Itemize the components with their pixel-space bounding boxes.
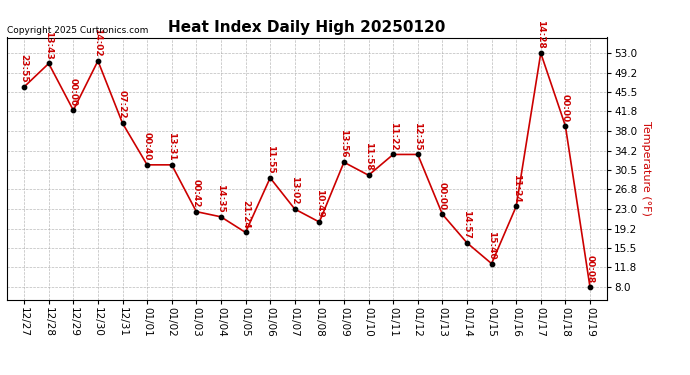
Text: 14:28: 14:28 <box>536 20 545 49</box>
Point <box>141 162 152 168</box>
Text: 00:00: 00:00 <box>561 94 570 122</box>
Point <box>412 152 423 157</box>
Point <box>314 219 325 225</box>
Text: 13:31: 13:31 <box>167 132 176 160</box>
Point <box>19 84 30 90</box>
Text: 23:55: 23:55 <box>19 54 28 83</box>
Text: 12:35: 12:35 <box>413 122 422 150</box>
Point <box>437 211 448 217</box>
Text: Copyright 2025 Curtronics.com: Copyright 2025 Curtronics.com <box>7 26 148 35</box>
Text: 11:55: 11:55 <box>266 145 275 174</box>
Text: 00:00: 00:00 <box>69 78 78 106</box>
Point <box>363 172 374 178</box>
Point <box>338 159 349 165</box>
Text: 14:35: 14:35 <box>217 184 226 213</box>
Text: 00:40: 00:40 <box>143 132 152 160</box>
Point <box>68 107 79 113</box>
Point <box>560 123 571 129</box>
Point <box>289 206 300 212</box>
Point <box>117 120 128 126</box>
Title: Heat Index Daily High 20250120: Heat Index Daily High 20250120 <box>168 20 446 35</box>
Text: 15:40: 15:40 <box>487 231 496 260</box>
Point <box>584 284 595 290</box>
Text: 21:24: 21:24 <box>241 200 250 228</box>
Text: 11:24: 11:24 <box>512 174 521 202</box>
Point <box>215 214 226 220</box>
Point <box>92 58 104 64</box>
Point <box>43 60 55 66</box>
Point <box>388 152 399 157</box>
Text: 07:22: 07:22 <box>118 90 127 119</box>
Point <box>535 50 546 56</box>
Text: 13:02: 13:02 <box>290 176 299 205</box>
Text: 14:02: 14:02 <box>93 28 102 57</box>
Text: 00:42: 00:42 <box>192 179 201 207</box>
Text: 13:43: 13:43 <box>44 31 53 59</box>
Point <box>486 261 497 267</box>
Text: 00:00: 00:00 <box>438 182 447 210</box>
Text: 00:08: 00:08 <box>586 255 595 283</box>
Point <box>265 175 276 181</box>
Text: 11:58: 11:58 <box>364 142 373 171</box>
Point <box>166 162 177 168</box>
Point <box>191 209 202 214</box>
Y-axis label: Temperature (°F): Temperature (°F) <box>641 121 651 216</box>
Point <box>240 230 251 236</box>
Text: 13:56: 13:56 <box>339 129 348 158</box>
Text: 14:57: 14:57 <box>462 210 471 238</box>
Text: 11:22: 11:22 <box>388 122 397 150</box>
Point <box>462 240 473 246</box>
Point <box>511 203 522 209</box>
Text: 10:49: 10:49 <box>315 189 324 218</box>
